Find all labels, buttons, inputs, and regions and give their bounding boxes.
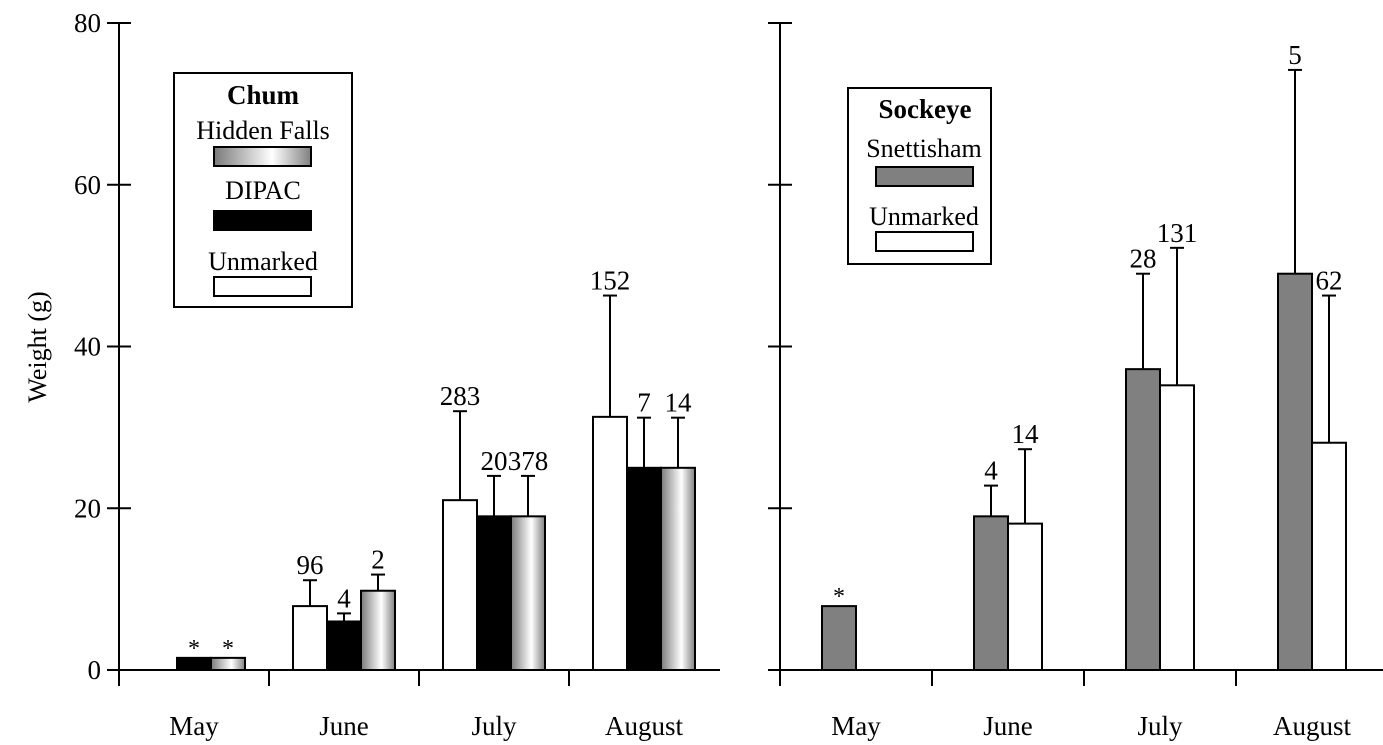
y-tick-label: 20 (74, 493, 101, 523)
bar (973, 515, 1009, 672)
bar (821, 605, 857, 672)
bar (1007, 522, 1043, 672)
bar (292, 605, 328, 672)
data-label-n: 4 (337, 583, 351, 613)
bar (1159, 384, 1195, 671)
data-label-n: 2 (371, 545, 385, 575)
bar (1311, 441, 1347, 671)
x-tick-label: June (319, 711, 369, 741)
x-tick-label: June (983, 711, 1033, 741)
x-tick-label: August (605, 711, 684, 741)
legend-swatch-snettisham (875, 166, 974, 187)
y-axis-title: Weight (g) (23, 291, 52, 402)
bar (660, 466, 696, 671)
bar (626, 466, 662, 671)
data-label-star: * (188, 636, 200, 662)
data-label-n: 131 (1157, 218, 1198, 248)
x-tick-label: August (1273, 711, 1352, 741)
legend-swatch-unmarked (213, 276, 312, 297)
data-label-n: 96 (297, 550, 324, 580)
y-tick-label: 0 (88, 655, 102, 685)
x-tick-label: July (1137, 711, 1183, 741)
legend-swatch-hidden-falls (213, 146, 312, 167)
data-label-n: 14 (1012, 419, 1040, 449)
y-tick-label: 80 (74, 8, 101, 38)
data-label-n: 5 (1288, 40, 1302, 70)
data-label-star: * (222, 636, 234, 662)
x-tick-label: May (169, 711, 219, 741)
legend-title: Chum (227, 80, 300, 110)
legend-swatch-dipac (213, 210, 312, 231)
data-label-n: 378 (508, 446, 549, 476)
y-tick-label: 60 (74, 170, 101, 200)
legend-label-snettisham: Snettisham (866, 134, 982, 163)
legend-label-dipac: DIPAC (225, 176, 301, 205)
data-label-n: 28 (1130, 244, 1157, 274)
bar (326, 620, 362, 671)
data-label-n: 152 (590, 266, 631, 296)
legend-swatch-unmarked (875, 231, 974, 252)
data-label-n: 283 (440, 381, 481, 411)
bar (592, 415, 628, 671)
bar (476, 515, 512, 672)
data-label-n: 4 (984, 456, 998, 486)
bar (1125, 368, 1161, 671)
data-label-n: 62 (1316, 266, 1343, 296)
x-tick-label: May (831, 711, 881, 741)
legend-label-unmarked: Unmarked (208, 247, 318, 276)
chum-legend: Chum Hidden Falls DIPAC Unmarked (173, 72, 353, 308)
bar (360, 589, 396, 671)
sockeye-legend: Sockeye Snettisham Unmarked (847, 87, 992, 265)
legend-label-unmarked: Unmarked (869, 202, 979, 231)
x-tick-label: July (471, 711, 517, 741)
bar (510, 515, 546, 672)
data-label-n: 20 (481, 446, 508, 476)
legend-label-hidden-falls: Hidden Falls (196, 116, 330, 145)
legend-box (173, 72, 353, 308)
bar (1277, 272, 1313, 671)
y-tick-label: 40 (74, 332, 101, 362)
legend-title: Sockeye (879, 94, 972, 124)
bar (442, 499, 478, 671)
data-label-star: * (833, 584, 845, 610)
data-label-n: 7 (637, 388, 651, 418)
data-label-n: 14 (665, 388, 693, 418)
bar (210, 656, 246, 672)
